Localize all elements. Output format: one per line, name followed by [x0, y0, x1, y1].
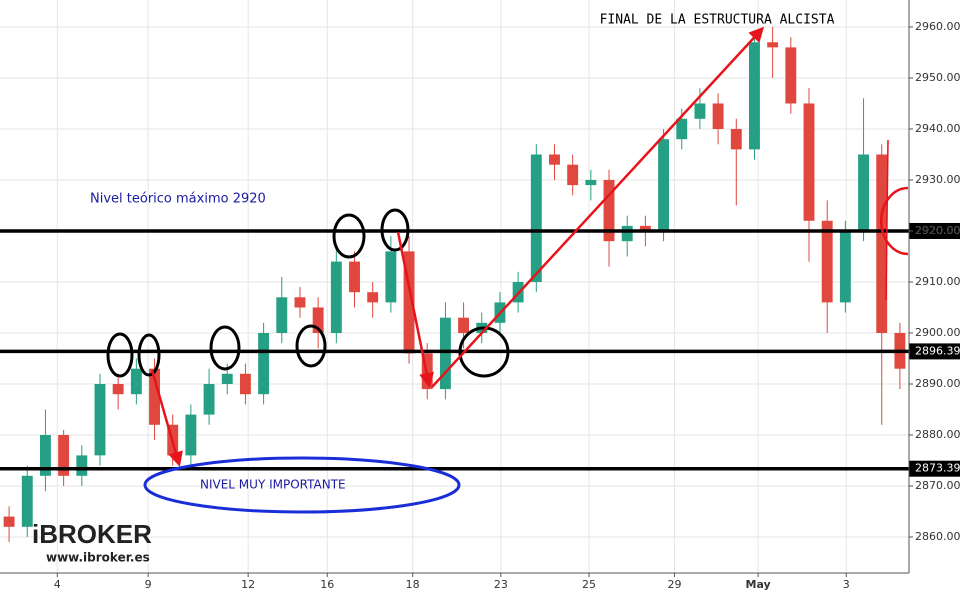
- candle-body: [785, 47, 797, 104]
- level-tag: [909, 222, 960, 239]
- y-tick-label: 2940.00: [915, 122, 960, 135]
- candle-body: [439, 317, 451, 390]
- candle-body: [58, 434, 70, 476]
- level-label: 2873.39: [915, 462, 960, 475]
- y-tick-label: 2880.00: [915, 428, 960, 441]
- arrow: [396, 231, 434, 388]
- circles: [106, 208, 510, 378]
- candle-body: [221, 373, 233, 384]
- candle-body: [658, 139, 670, 231]
- arrow: [150, 369, 183, 467]
- candle-body: [730, 128, 742, 150]
- x-tick-label: May: [746, 578, 771, 591]
- candle-body: [676, 118, 688, 140]
- y-tick-label: 2950.00: [915, 71, 960, 84]
- candle-body: [585, 179, 597, 186]
- candle-body: [330, 261, 342, 333]
- y-tick-label: 2960.00: [915, 20, 960, 33]
- y-tick-label: 2930.00: [915, 173, 960, 186]
- axis-labels: 2860.00 2870.00 2880.00 2890.00 2900.00 2910.…: [54, 20, 960, 591]
- circle: [209, 325, 241, 371]
- x-tick-label: 9: [145, 578, 152, 591]
- x-tick-label: 23: [494, 578, 508, 591]
- candle-body: [712, 103, 724, 129]
- annotation: Nivel teórico máximo 2920: [90, 192, 266, 207]
- candle-body: [821, 220, 833, 303]
- x-tick-label: 12: [241, 578, 255, 591]
- candle-body: [349, 261, 360, 293]
- candle-body: [39, 434, 51, 476]
- level-tag: [909, 343, 960, 360]
- candle-body: [112, 383, 124, 395]
- candle-body: [803, 103, 815, 221]
- logo-url: www.ibroker.es: [46, 551, 150, 565]
- candle-body: [458, 317, 470, 333]
- x-tick-label: 18: [406, 578, 420, 591]
- level-label: 2920.00: [915, 224, 960, 237]
- y-tick-label: 2900.00: [915, 326, 960, 339]
- candle-body: [567, 164, 579, 186]
- y-tick-label: 2920.00: [915, 224, 960, 237]
- candle-body: [385, 251, 397, 303]
- candle-body: [403, 251, 415, 354]
- candle-body: [749, 42, 760, 150]
- candle-body: [694, 103, 706, 119]
- level-tag: [909, 460, 960, 477]
- annotation: NIVEL MUY IMPORTANTE: [200, 478, 346, 492]
- candle-body: [621, 225, 633, 242]
- arrows: [150, 26, 909, 467]
- y-tick-label: 2890.00: [915, 377, 960, 390]
- candle-body: [149, 368, 160, 425]
- annotation-title: FINAL DE LA ESTRUCTURA ALCISTA: [600, 13, 835, 28]
- candle-body: [185, 414, 197, 456]
- arrow: [431, 26, 765, 388]
- candle-body: [549, 154, 560, 165]
- candle-body: [130, 368, 142, 395]
- candle-body: [603, 179, 615, 242]
- candle-body: [639, 225, 651, 231]
- grid: [0, 0, 909, 573]
- red-arc: [879, 186, 909, 256]
- x-tick-label: 29: [667, 578, 681, 591]
- logo: iBROKER: [32, 519, 152, 549]
- levels: 2920.00 2896.39 2873.39: [0, 222, 960, 477]
- candle-body: [312, 307, 324, 333]
- x-tick-label: 3: [843, 578, 850, 591]
- level-label: 2896.39: [915, 344, 960, 357]
- candle-body: [876, 154, 888, 333]
- red-line: [885, 139, 889, 301]
- y-tick-label: 2870.00: [915, 479, 960, 492]
- circle: [380, 208, 410, 252]
- y-tick-label: 2860.00: [915, 530, 960, 543]
- candle-body: [258, 332, 270, 395]
- circle: [332, 213, 366, 259]
- candle-body: [21, 475, 33, 527]
- candle-body: [3, 516, 15, 527]
- candle-body: [839, 230, 851, 303]
- circle: [295, 324, 327, 368]
- x-tick-label: 4: [54, 578, 61, 591]
- candle-body: [76, 455, 88, 476]
- y-tick-label: 2910.00: [915, 275, 960, 288]
- candle-body: [530, 154, 542, 282]
- candle-body: [94, 383, 106, 456]
- candle-body: [203, 383, 215, 415]
- candle-body: [276, 297, 288, 333]
- blue-ellipse: [143, 456, 461, 514]
- x-tick-label: 25: [582, 578, 596, 591]
- circle: [106, 332, 134, 378]
- circle: [458, 326, 510, 378]
- candle-body: [767, 42, 779, 48]
- x-tick-label: 16: [320, 578, 334, 591]
- candle-body: [294, 297, 306, 308]
- candle-body: [858, 154, 870, 231]
- circle: [137, 333, 161, 377]
- candle-body: [367, 292, 379, 303]
- candle-body: [239, 373, 251, 395]
